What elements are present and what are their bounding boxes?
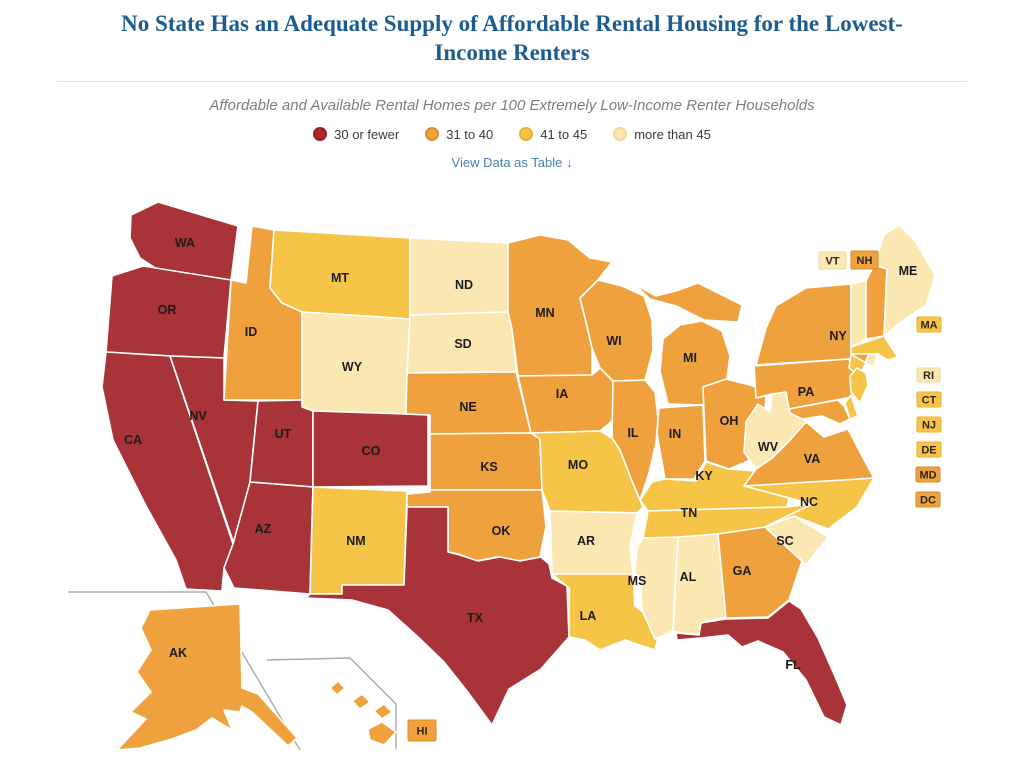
state-NJ[interactable]	[849, 366, 869, 404]
us-choropleth-map: VT NHMARICTNJDEMDDCHIWAORCANVIDMTWYUTCOAZ…	[68, 200, 942, 751]
chart-subtitle: Affordable and Available Rental Homes pe…	[209, 96, 815, 114]
legend-swatch-icon	[519, 127, 534, 141]
title-divider	[58, 80, 966, 82]
state-HI[interactable]	[329, 679, 397, 746]
legend-swatch-icon	[425, 127, 440, 141]
legend: 30 or fewer 31 to 40 41 to 45 more than 45	[0, 127, 1024, 142]
legend-label: 31 to 40	[446, 126, 494, 142]
state-VT[interactable]	[850, 279, 867, 348]
legend-item-3: more than 45	[613, 127, 711, 142]
state-SD[interactable]	[406, 310, 517, 374]
state-NC[interactable]	[743, 476, 875, 530]
state-RI[interactable]	[865, 352, 878, 368]
legend-item-2: 41 to 45	[519, 127, 587, 142]
state-box-CT[interactable]	[916, 391, 942, 407]
page-title: No State Has an Adequate Supply of Affor…	[121, 11, 903, 65]
state-WI[interactable]	[579, 278, 654, 382]
state-OR[interactable]	[105, 264, 232, 359]
state-MI[interactable]	[633, 281, 743, 323]
view-data-as-table-link[interactable]: View Data as Table ↓	[451, 154, 573, 170]
state-box-HI[interactable]	[407, 719, 437, 741]
state-ND[interactable]	[409, 236, 509, 316]
state-PA[interactable]	[753, 357, 862, 410]
legend-label: 41 to 45	[540, 126, 588, 142]
state-box-VT[interactable]	[818, 251, 847, 269]
chart-header: No State Has an Adequate Supply of Affor…	[0, 0, 1024, 170]
state-box-DE[interactable]	[916, 441, 942, 457]
state-box-MA[interactable]	[916, 316, 942, 332]
state-box-RI[interactable]	[916, 367, 941, 382]
state-KS[interactable]	[429, 431, 543, 491]
state-box-MD[interactable]	[915, 466, 941, 482]
state-CO[interactable]	[312, 409, 429, 488]
state-box-NH[interactable]	[850, 250, 879, 269]
state-MA[interactable]	[850, 334, 899, 361]
alaska-inset-divider	[68, 590, 301, 750]
state-IN[interactable]	[656, 403, 706, 480]
state-NM[interactable]	[309, 485, 408, 595]
legend-label: 30 or fewer	[334, 126, 400, 142]
state-UT[interactable]	[249, 398, 314, 488]
state-MO[interactable]	[530, 429, 644, 514]
state-MD[interactable]	[788, 398, 851, 425]
state-AK[interactable]	[116, 602, 298, 751]
map-container: VT NH MA RI CT NJ DE MD DC HI WA OR CA NV ID MT WY UT CO AZ…	[0, 174, 1024, 766]
state-box-NJ[interactable]	[916, 416, 942, 432]
legend-item-0: 30 or fewer	[313, 127, 399, 142]
state-AR[interactable]	[549, 509, 638, 575]
state-WY[interactable]	[301, 310, 411, 415]
hawaii-inset-divider	[266, 656, 397, 749]
state-box-DC[interactable]	[915, 491, 941, 507]
legend-swatch-icon	[613, 127, 628, 141]
state-IL[interactable]	[611, 378, 659, 501]
state-MT[interactable]	[269, 228, 411, 320]
state-ME[interactable]	[873, 223, 936, 337]
state-LA[interactable]	[551, 572, 662, 651]
legend-swatch-icon	[313, 127, 328, 141]
state-IA[interactable]	[517, 366, 619, 434]
state-TX[interactable]	[305, 505, 570, 726]
state-FL[interactable]	[675, 599, 848, 726]
legend-item-1: 31 to 40	[425, 127, 493, 142]
legend-label: more than 45	[634, 126, 711, 142]
